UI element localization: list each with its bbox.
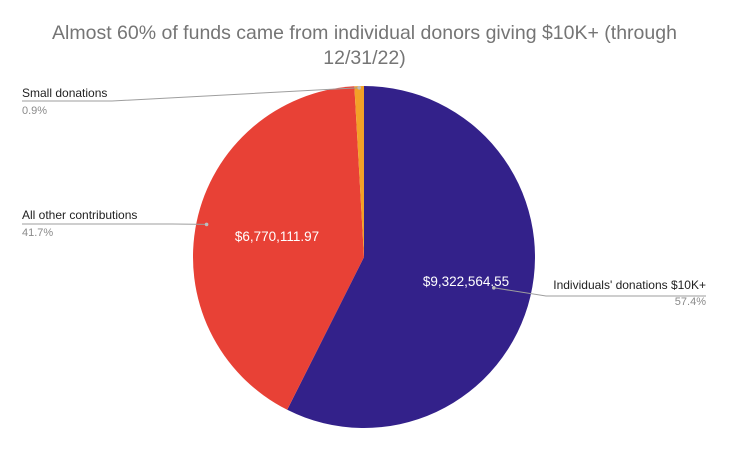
leader-line-individuals-dot: [492, 286, 496, 290]
slice-label-small-donations: Small donations: [22, 86, 107, 100]
chart-title-line-2: 12/31/22): [323, 47, 406, 69]
leader-line-other-contributions-dot: [204, 222, 209, 227]
slice-percent-small-donations: 0.9%: [22, 105, 47, 117]
slice-value-individuals: $9,322,564.55: [423, 274, 509, 289]
slice-percent-individuals: 57.4%: [675, 296, 706, 308]
slice-percent-other-contributions: 41.7%: [22, 227, 53, 239]
slice-value-other-contributions: $6,770,111.97: [235, 229, 319, 244]
leader-line-small-donations-dot: [357, 86, 362, 90]
leader-line-individuals: [493, 287, 706, 297]
slice-label-other-contributions: All other contributions: [22, 208, 137, 222]
slice-other-contributions: [192, 86, 364, 410]
chart-title-line-1: Almost 60% of funds came from individual…: [52, 22, 677, 44]
slice-individuals: [287, 86, 535, 428]
slice-label-individuals: Individuals' donations $10K+: [553, 278, 706, 292]
leader-line-small-donations: [22, 87, 360, 102]
slice-small-donations: [354, 85, 364, 257]
